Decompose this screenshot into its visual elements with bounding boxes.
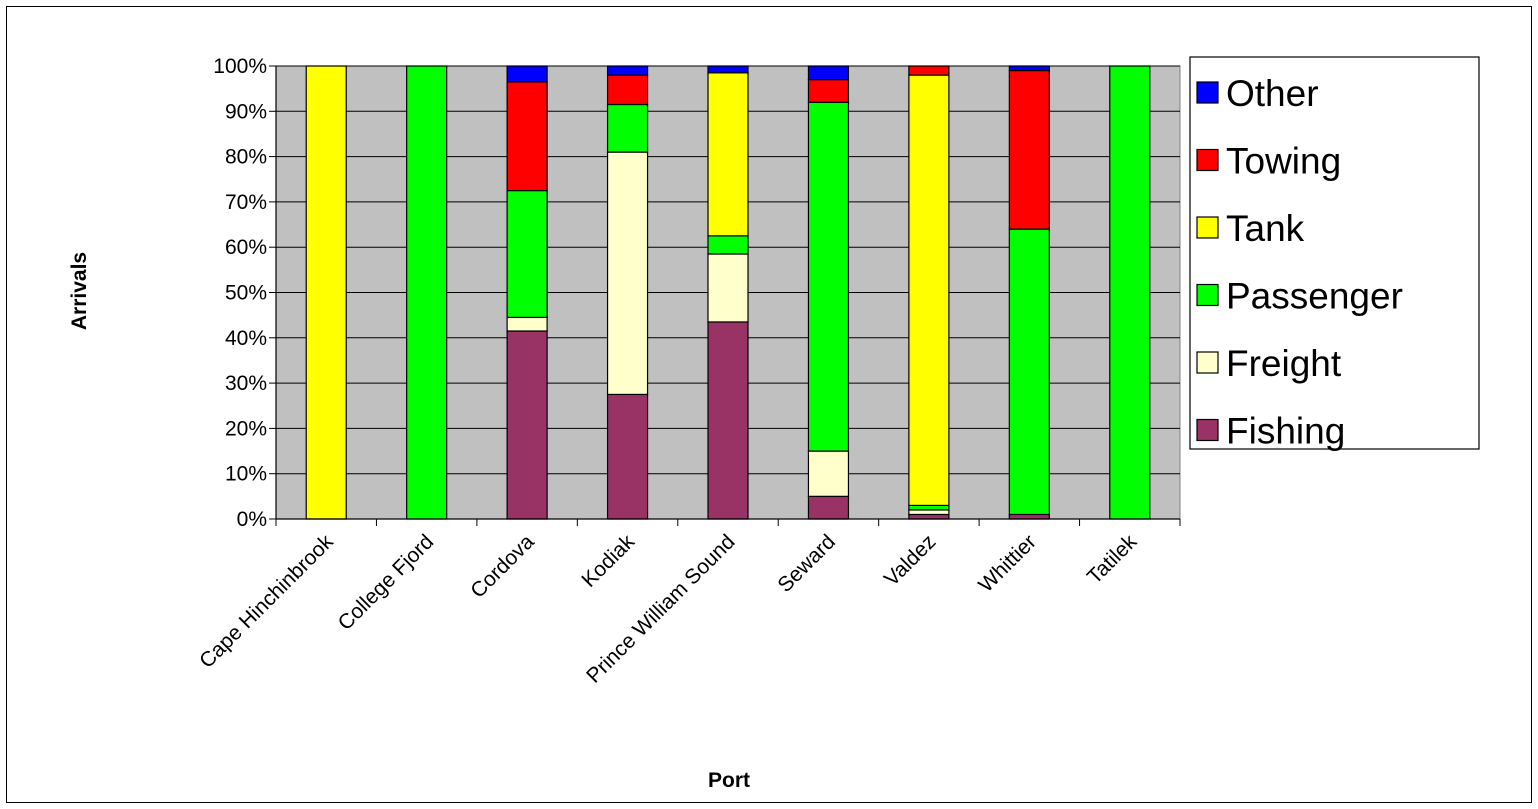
bar-towing-valdez [908,65,950,76]
x-category-label: Seward [773,530,840,597]
x-axis-title: Port [708,769,750,792]
legend-box [1189,56,1480,450]
bar-passenger-seward [807,101,850,452]
legend-swatch-freight [1196,351,1219,374]
bar-fishing-prince-william-sound [707,321,749,520]
bar-freight-kodiak [606,151,649,396]
bar-tank-valdez [908,74,950,507]
bar-passenger-tatilek [1109,65,1151,520]
bar-towing-kodiak [606,74,649,106]
bar-freight-valdez [908,509,950,516]
bar-other-seward [807,65,850,81]
legend-label-other: Other [1226,73,1319,114]
bar-tank-cape-hinchinbrook [305,65,347,520]
y-tick-label: 60% [225,236,267,259]
legend-label-fishing: Fishing [1226,411,1345,452]
bar-passenger-valdez [908,504,950,511]
bar-passenger-cordova [506,189,548,319]
bar-freight-prince-william-sound [707,253,749,323]
y-tick-label: 30% [225,372,267,395]
bar-towing-cordova [506,81,548,192]
y-tick-label: 50% [225,282,267,305]
x-category-label: Cape Hinchinbrook [195,530,338,673]
legend-label-passenger: Passenger [1226,276,1403,317]
y-tick-label: 40% [225,327,267,350]
y-tick-label: 100% [213,55,267,78]
x-category-label: Whittier [974,530,1041,597]
bar-towing-seward [807,78,850,103]
bar-tank-prince-william-sound [707,72,749,237]
bar-passenger-college-fjord [406,65,448,520]
bar-fishing-seward [807,495,850,520]
bar-fishing-kodiak [606,393,649,520]
legend-label-freight: Freight [1226,343,1342,384]
bar-passenger-prince-william-sound [707,235,749,255]
plot-area [275,65,1181,520]
bar-other-whittier [1008,65,1050,72]
y-tick-label: 0% [237,508,267,531]
y-tick-label: 80% [225,146,267,169]
legend-swatch-passenger [1196,283,1219,307]
legend-swatch-other [1196,81,1219,104]
legend-swatch-towing [1196,148,1219,172]
legend-swatch-tank [1196,216,1219,239]
x-category-label: College Fjord [334,530,439,635]
y-tick-label: 20% [225,417,267,440]
x-category-label: Tatilek [1083,530,1142,589]
bar-towing-whittier [1008,69,1050,230]
legend: Other Towing Tank Passenger Freight Fishing [1189,56,1480,452]
bar-passenger-whittier [1008,228,1050,516]
bar-fishing-cordova [506,330,548,520]
bar-freight-cordova [506,316,548,332]
y-axis-title: Arrivals [68,252,91,330]
bar-other-kodiak [606,65,649,76]
bar-other-prince-william-sound [707,65,749,74]
legend-label-towing: Towing [1226,141,1341,182]
bar-fishing-valdez [908,513,950,520]
y-tick-label: 90% [225,100,267,123]
bar-freight-seward [807,450,850,497]
x-category-label: Kodiak [577,530,639,592]
x-category-label: Valdez [880,530,941,591]
bar-other-cordova [506,65,548,83]
x-category-label: Cordova [466,530,539,603]
y-tick-label: 70% [225,191,267,214]
legend-swatch-fishing [1196,418,1219,442]
bar-fishing-whittier [1008,513,1050,520]
y-tick-label: 10% [225,463,267,486]
legend-label-tank: Tank [1226,208,1305,249]
bar-passenger-kodiak [606,103,649,153]
